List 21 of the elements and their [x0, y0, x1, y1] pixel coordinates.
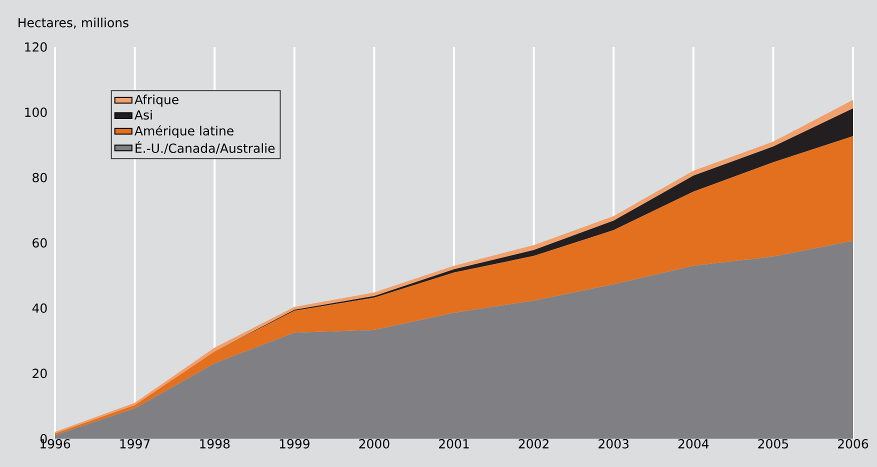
x-tick-label: 1999: [280, 439, 310, 449]
y-tick-label: 80: [32, 172, 47, 182]
x-tick-label: 2001: [439, 439, 469, 449]
x-tick-label: 1998: [200, 439, 230, 449]
x-tick-label: 2005: [758, 439, 788, 449]
x-tick-label: 2000: [359, 439, 390, 449]
legend-label: É.-U./Canada/Australie: [136, 141, 275, 154]
y-tick-label: 120: [25, 42, 47, 52]
x-tick-label: 2006: [838, 439, 868, 449]
x-tick-label: 2003: [598, 439, 628, 449]
y-tick-label: 20: [32, 368, 47, 378]
legend-label: Asi: [134, 110, 152, 120]
legend-label: Amérique latine: [134, 125, 234, 138]
y-tick-label: 60: [32, 238, 47, 248]
legend-label: Afrique: [134, 94, 178, 107]
y-tick-label: 40: [32, 303, 47, 313]
y-tick-label: 100: [25, 108, 47, 118]
x-tick-label: 2002: [518, 439, 548, 449]
x-tick-label: 2004: [678, 439, 709, 449]
x-tick-label: 1997: [120, 439, 150, 449]
y-axis-title: Hectares, millions: [18, 18, 128, 29]
